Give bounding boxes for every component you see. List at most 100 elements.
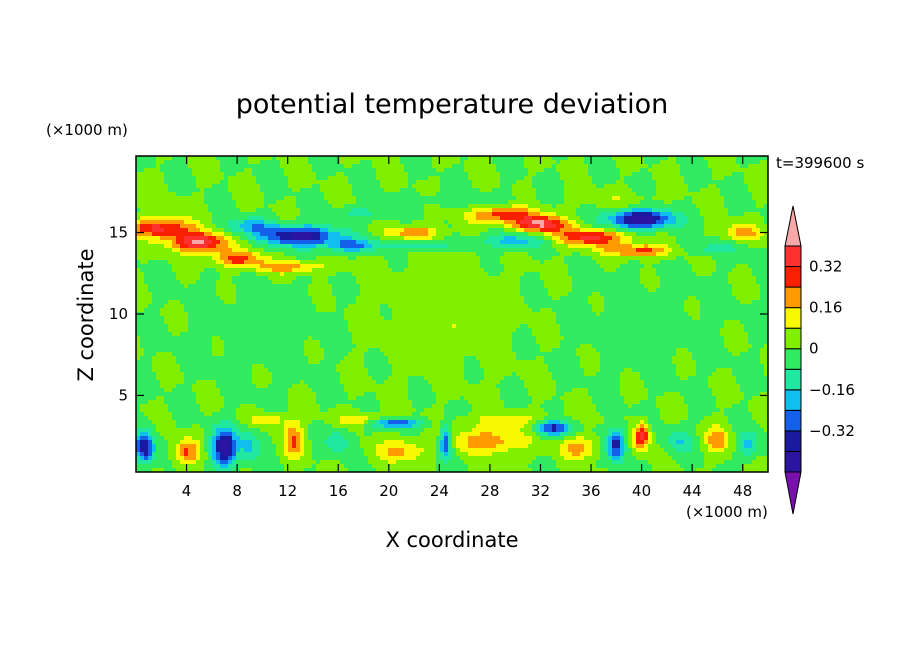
field-cell xyxy=(200,192,205,197)
field-cell xyxy=(536,220,541,225)
field-cell xyxy=(688,168,693,173)
field-cell xyxy=(256,176,261,181)
field-cell xyxy=(248,276,253,281)
field-cell xyxy=(220,264,225,269)
field-cell xyxy=(732,264,737,269)
field-cell xyxy=(612,276,617,281)
field-cell xyxy=(296,236,301,241)
field-cell xyxy=(760,244,765,249)
field-cell xyxy=(388,232,393,237)
field-cell xyxy=(600,264,605,269)
field-cell xyxy=(276,192,281,197)
field-cell xyxy=(400,232,405,237)
field-cell xyxy=(464,232,469,237)
field-cell xyxy=(276,176,281,181)
field-cell xyxy=(276,184,281,189)
field-cell xyxy=(468,248,473,253)
field-cell xyxy=(288,248,293,253)
field-cell xyxy=(624,232,629,237)
field-cell xyxy=(500,196,505,201)
field-cell xyxy=(760,196,765,201)
field-cell xyxy=(324,172,329,177)
field-cell xyxy=(764,196,768,201)
field-cell xyxy=(444,260,449,265)
field-cell xyxy=(416,236,421,241)
field-cell xyxy=(552,160,557,165)
field-cell xyxy=(208,212,213,217)
field-cell xyxy=(316,196,321,201)
field-cell xyxy=(644,240,649,245)
field-cell xyxy=(432,184,437,189)
field-cell xyxy=(668,228,673,233)
field-cell xyxy=(164,216,169,221)
field-cell xyxy=(760,208,765,213)
field-cell xyxy=(212,256,217,261)
field-cell xyxy=(416,256,421,261)
field-cell xyxy=(288,280,293,285)
field-cell xyxy=(560,160,565,165)
field-cell xyxy=(200,276,205,281)
field-cell xyxy=(436,168,441,173)
field-cell xyxy=(576,248,581,253)
field-cell xyxy=(224,264,229,269)
field-cell xyxy=(332,168,337,173)
field-cell xyxy=(244,188,249,193)
field-cell xyxy=(580,204,585,209)
field-cell xyxy=(724,268,729,273)
field-cell xyxy=(472,248,477,253)
field-cell xyxy=(556,160,561,165)
field-cell xyxy=(392,208,397,213)
field-cell xyxy=(600,216,605,221)
field-cell xyxy=(520,188,525,193)
field-cell xyxy=(408,256,413,261)
field-cell xyxy=(380,260,385,265)
field-cell xyxy=(676,196,681,201)
field-cell xyxy=(512,184,517,189)
field-cell xyxy=(408,172,413,177)
field-cell xyxy=(400,256,405,261)
field-cell xyxy=(396,176,401,181)
field-cell xyxy=(248,260,253,265)
field-cell xyxy=(196,192,201,197)
field-cell xyxy=(564,252,569,257)
field-cell xyxy=(468,272,473,277)
field-cell xyxy=(576,200,581,205)
field-cell xyxy=(524,256,529,261)
field-cell xyxy=(704,244,709,249)
field-cell xyxy=(316,224,321,229)
field-cell xyxy=(328,172,333,177)
field-cell xyxy=(564,244,569,249)
field-cell xyxy=(184,256,189,261)
field-cell xyxy=(188,252,193,257)
field-cell xyxy=(396,268,401,273)
field-cell xyxy=(504,196,509,201)
field-cell xyxy=(440,208,445,213)
field-cell xyxy=(388,156,393,161)
field-cell xyxy=(544,188,549,193)
field-cell xyxy=(676,192,681,197)
field-cell xyxy=(532,160,537,165)
field-cell xyxy=(708,264,713,269)
field-cell xyxy=(516,276,521,281)
field-cell xyxy=(636,176,641,181)
field-cell xyxy=(392,228,397,233)
field-cell xyxy=(504,244,509,249)
field-cell xyxy=(244,184,249,189)
field-cell xyxy=(640,252,645,257)
field-cell xyxy=(280,168,285,173)
field-cell xyxy=(244,224,249,229)
field-cell xyxy=(628,212,633,217)
field-cell xyxy=(204,236,209,241)
field-cell xyxy=(212,268,217,273)
field-cell xyxy=(656,164,661,169)
field-cell xyxy=(244,208,249,213)
field-cell xyxy=(636,180,641,185)
field-cell xyxy=(484,252,489,257)
field-cell xyxy=(556,224,561,229)
field-cell xyxy=(216,228,221,233)
field-cell xyxy=(720,188,725,193)
field-cell xyxy=(240,184,245,189)
field-cell xyxy=(696,256,701,261)
field-cell xyxy=(524,276,529,281)
field-cell xyxy=(724,160,729,165)
